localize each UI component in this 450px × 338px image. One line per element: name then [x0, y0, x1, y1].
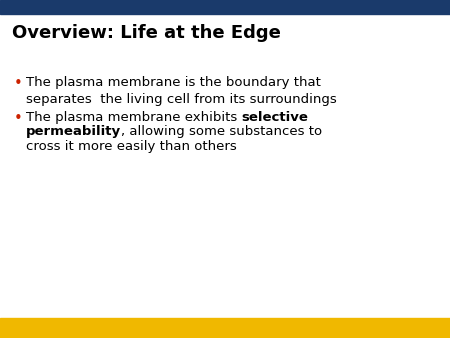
Text: Overview: Life at the Edge: Overview: Life at the Edge [12, 24, 281, 42]
Text: selective: selective [242, 111, 308, 124]
Text: , allowing some substances to: , allowing some substances to [121, 125, 322, 138]
Bar [0, 318, 450, 338]
Text: •: • [14, 76, 23, 91]
Text: permeability: permeability [26, 125, 121, 138]
Text: The plasma membrane exhibits: The plasma membrane exhibits [26, 111, 242, 124]
Text: The plasma membrane is the boundary that
separates  the living cell from its sur: The plasma membrane is the boundary that… [26, 76, 337, 106]
Text: © 2011 Pearson Education, Inc.: © 2011 Pearson Education, Inc. [8, 323, 152, 333]
Text: •: • [14, 111, 23, 126]
Text: cross it more easily than others: cross it more easily than others [26, 140, 237, 153]
Bar [0, 0, 450, 14]
